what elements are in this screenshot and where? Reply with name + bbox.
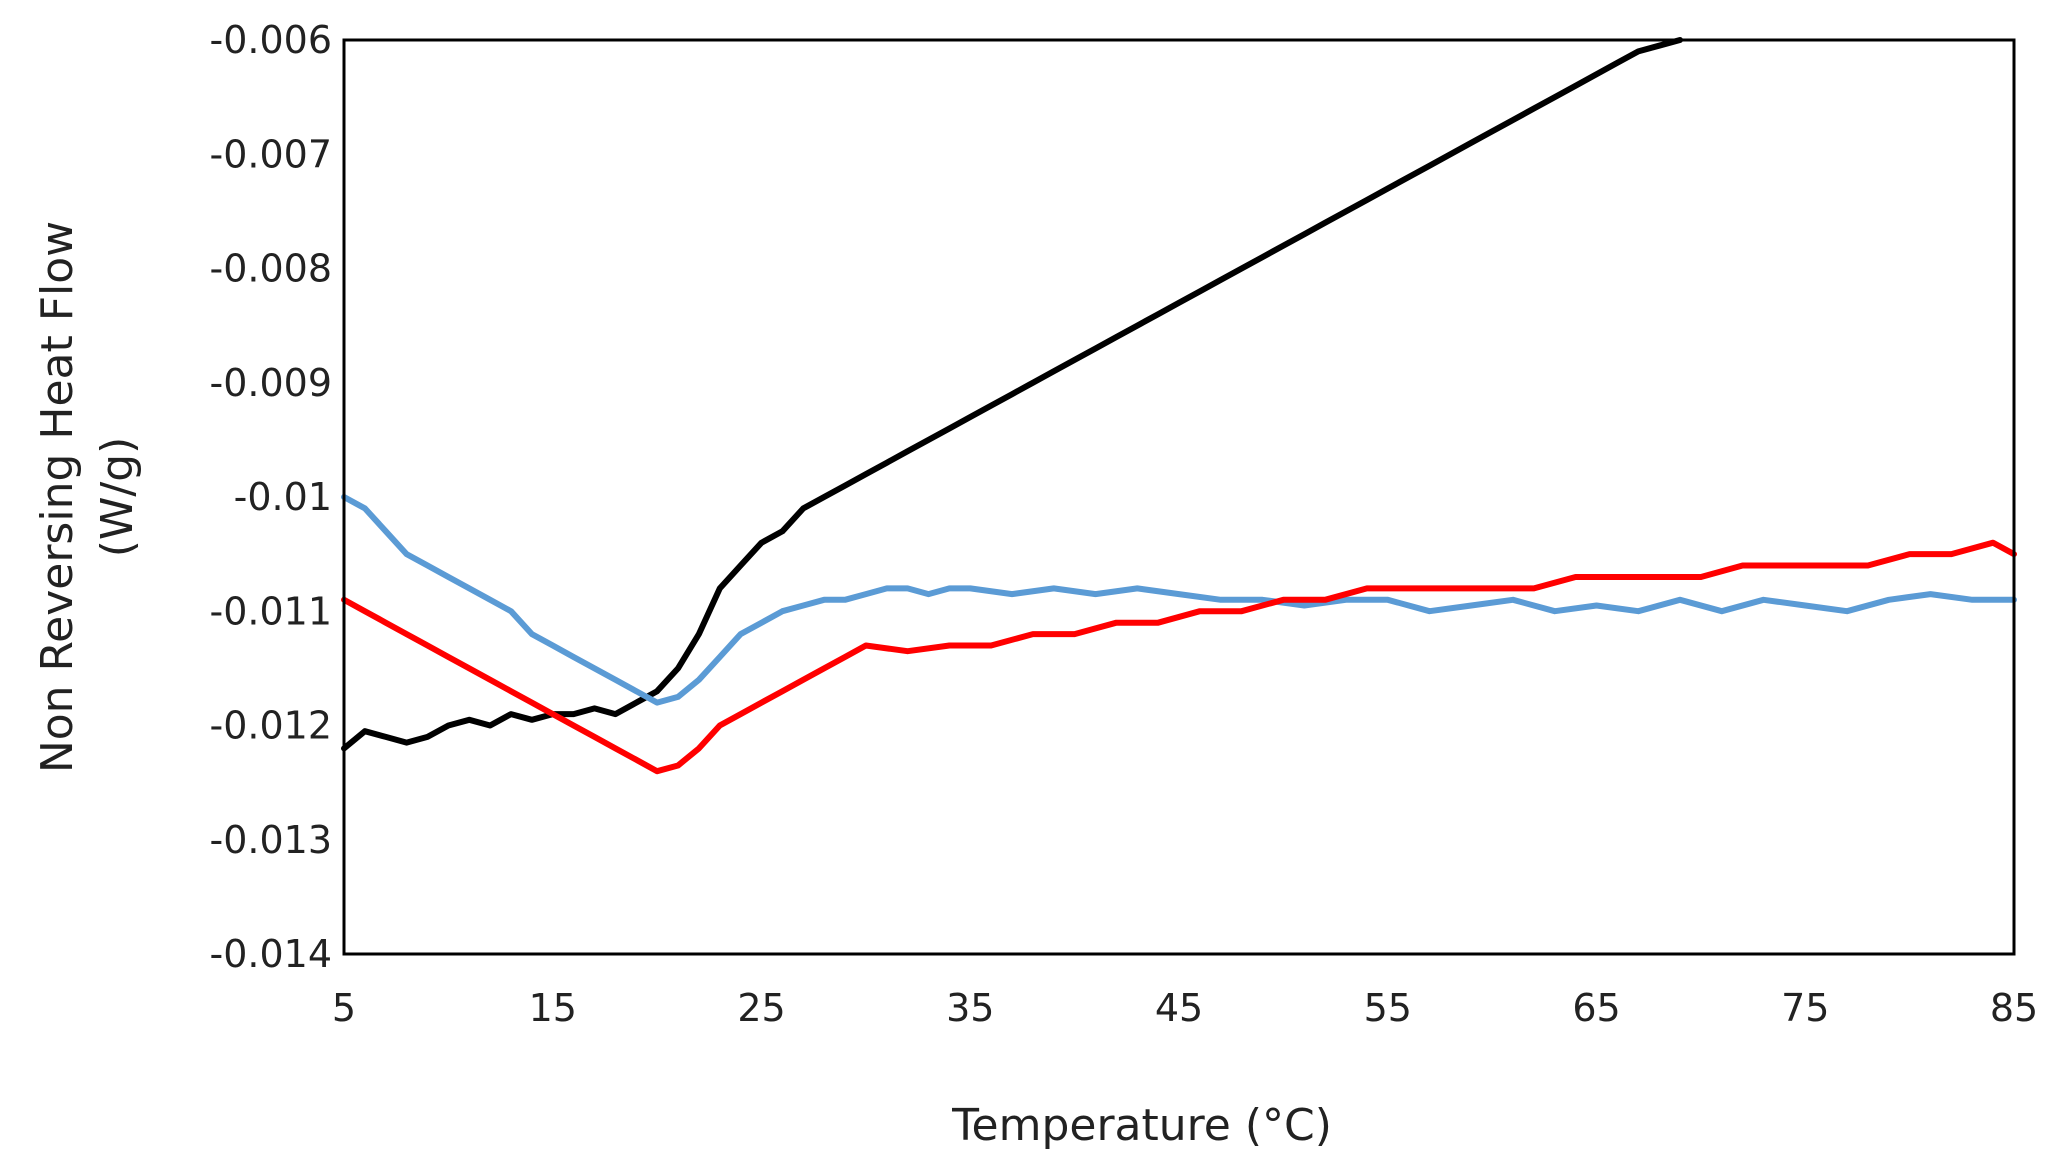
y-tick-label: -0.011 (210, 589, 333, 633)
y-axis-title-line-2: (W/g) (92, 437, 143, 558)
x-tick-label: 85 (1990, 986, 2038, 1030)
y-axis-title: Non Reversing Heat Flow (W/g) (32, 221, 143, 773)
x-tick-labels: 5 15 25 35 45 55 65 75 85 (332, 986, 2038, 1030)
plot-frame (342, 38, 2016, 956)
y-tick-label: -0.013 (210, 818, 333, 862)
series-line-blue (341, 494, 2017, 706)
x-tick-label: 5 (332, 986, 356, 1030)
y-axis-title-line-1: Non Reversing Heat Flow (32, 221, 83, 773)
x-tick-label: 35 (946, 986, 994, 1030)
x-tick-label: 25 (737, 986, 785, 1030)
y-tick-labels: -0.006 -0.007 -0.008 -0.009 -0.01 -0.011 -0.01… (210, 18, 333, 976)
series-layer (341, 37, 2017, 775)
y-tick-label: -0.012 (210, 704, 333, 748)
y-tick-label: -0.01 (234, 475, 332, 519)
x-axis-title: Temperature (°C) (951, 1100, 1332, 1151)
y-tick-label: -0.009 (210, 361, 333, 405)
x-tick-label: 75 (1781, 986, 1829, 1030)
y-tick-label: -0.014 (210, 932, 333, 976)
y-tick-label: -0.007 (210, 132, 333, 176)
x-tick-label: 15 (529, 986, 577, 1030)
series-line-black (341, 37, 1683, 752)
x-tick-label: 45 (1155, 986, 1203, 1030)
x-tick-label: 65 (1572, 986, 1620, 1030)
series-line-red (341, 539, 2017, 775)
y-tick-label: -0.008 (210, 247, 333, 291)
x-tick-label: 55 (1364, 986, 1412, 1030)
y-tick-label: -0.006 (210, 18, 333, 62)
